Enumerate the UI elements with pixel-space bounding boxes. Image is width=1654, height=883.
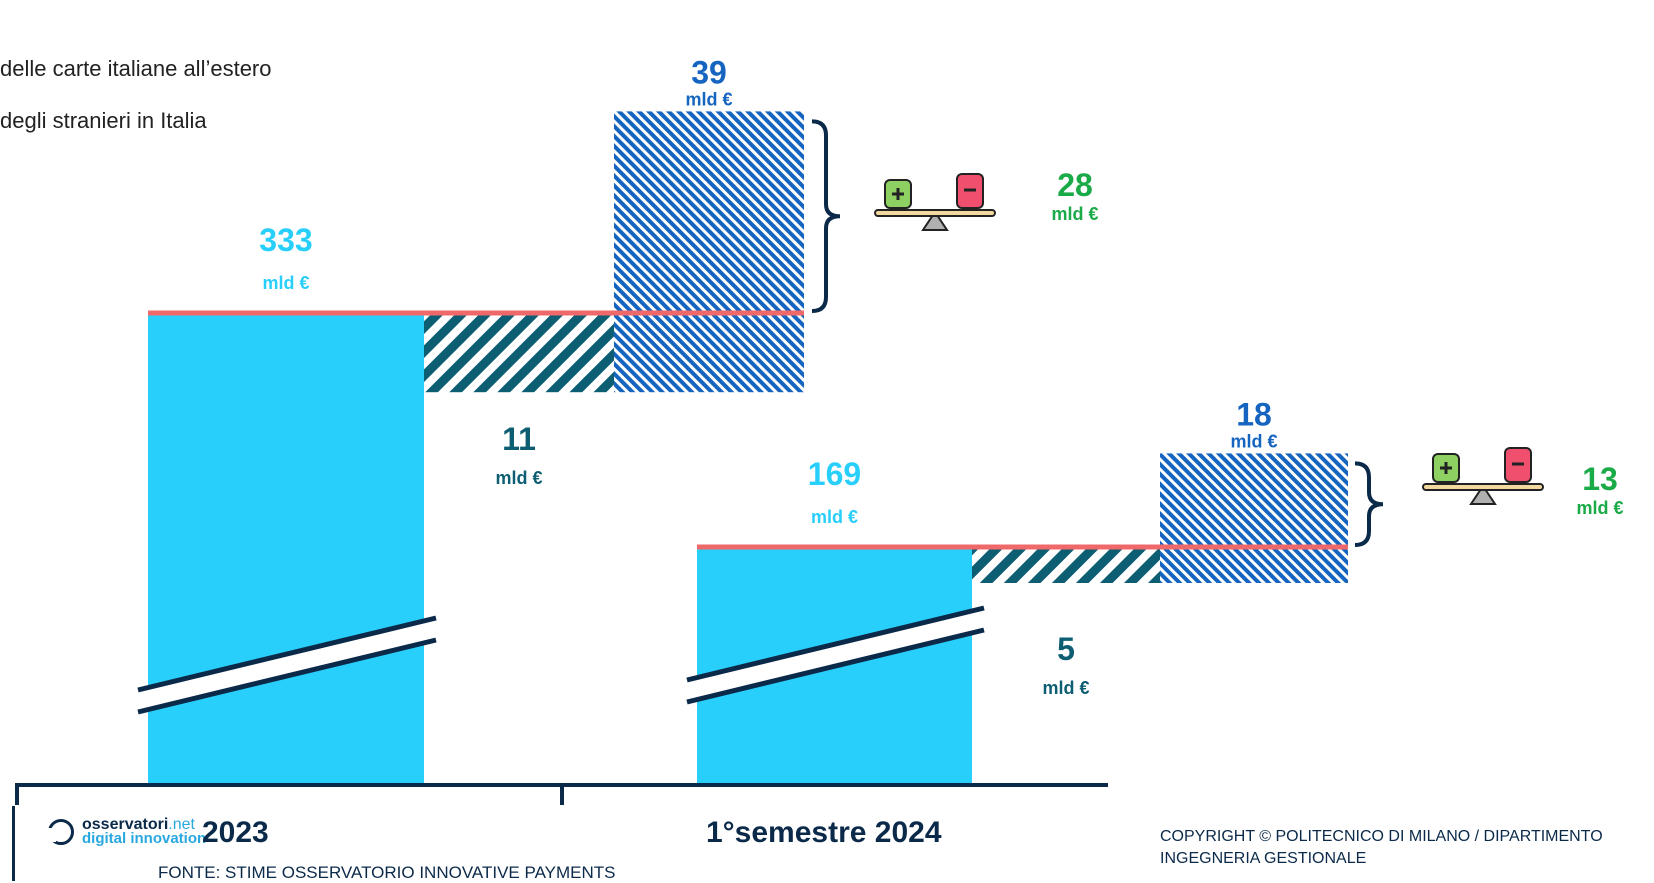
main-bar	[148, 313, 424, 783]
scale-beam	[1422, 483, 1544, 491]
logo-tagline: digital innovation	[82, 830, 207, 847]
main-value-label: 169	[808, 456, 861, 492]
logo-name: osservatori	[82, 816, 169, 833]
observatori-logo: osservatori.net digital innovation	[48, 816, 207, 847]
main-value-label: 333	[259, 222, 312, 258]
outgoing-unit-label: mld €	[495, 468, 542, 488]
axis-break-line	[686, 605, 985, 683]
logo-mark-icon	[48, 819, 74, 845]
incoming-bar	[1160, 453, 1348, 583]
plus-sign	[1440, 462, 1452, 474]
axis-break	[138, 618, 436, 712]
legend-item-outgoing: delle carte italiane all’estero	[0, 56, 272, 81]
scale-beam	[874, 209, 996, 217]
incoming-unit-label: mld €	[1230, 431, 1277, 451]
plus-sign	[892, 188, 904, 200]
category-label-2024h1: 1°semestre 2024	[706, 816, 942, 849]
balance-unit-label: mld €	[1051, 204, 1098, 224]
outgoing-value-label: 11	[502, 421, 536, 457]
scale-base	[1469, 484, 1497, 505]
balance-value-label: 28	[1057, 167, 1093, 203]
copyright-line-2: INGEGNERIA GESTIONALE	[1160, 850, 1367, 867]
axis-break-line	[137, 615, 437, 693]
footer-divider	[12, 806, 15, 881]
outgoing-unit-label: mld €	[1042, 678, 1089, 698]
axis-break-line	[137, 637, 437, 715]
balance-bracket	[811, 119, 841, 313]
balance-bracket	[1354, 461, 1384, 547]
incoming-value-label: 18	[1236, 396, 1272, 432]
category-label-2023: 2023	[202, 816, 269, 849]
axis-break	[687, 608, 984, 702]
axis-break-line	[686, 627, 985, 705]
balance-scale-icon	[1422, 447, 1544, 505]
outgoing-bar	[424, 313, 614, 393]
copyright-note: COPYRIGHT © POLITECNICO DI MILANO / DIPA…	[1160, 826, 1603, 870]
incoming-unit-label: mld €	[685, 89, 732, 109]
balance-value-label: 13	[1582, 461, 1618, 497]
main-unit-label: mld €	[811, 507, 858, 527]
source-note: FONTE: STIME OSSERVATORIO INNOVATIVE PAY…	[158, 863, 616, 882]
outgoing-bar	[972, 547, 1160, 583]
balance-unit-label: mld €	[1576, 498, 1623, 518]
copyright-line-1: COPYRIGHT © POLITECNICO DI MILANO / DIPA…	[1160, 828, 1603, 845]
balance-scale-icon	[874, 173, 996, 231]
incoming-value-label: 39	[691, 54, 727, 90]
scale-base	[921, 210, 949, 231]
logo-domain: .net	[168, 816, 195, 833]
outgoing-value-label: 5	[1057, 631, 1075, 667]
incoming-bar	[614, 111, 804, 393]
main-unit-label: mld €	[262, 273, 309, 293]
legend-item-incoming: degli stranieri in Italia	[0, 108, 207, 133]
